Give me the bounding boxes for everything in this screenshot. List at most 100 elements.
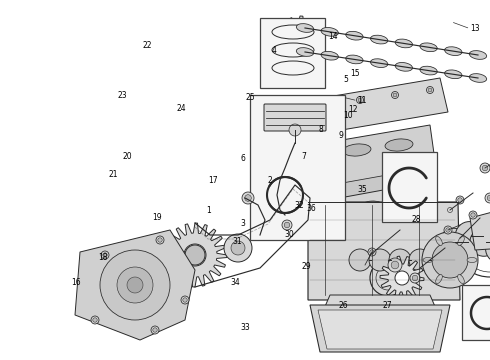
Circle shape bbox=[458, 235, 463, 240]
Circle shape bbox=[293, 31, 307, 45]
Circle shape bbox=[455, 222, 483, 249]
Circle shape bbox=[245, 195, 251, 201]
Circle shape bbox=[284, 222, 290, 228]
Circle shape bbox=[389, 249, 411, 271]
Circle shape bbox=[388, 258, 402, 272]
Circle shape bbox=[100, 250, 170, 320]
Text: 7: 7 bbox=[301, 152, 306, 161]
Circle shape bbox=[447, 207, 452, 212]
Circle shape bbox=[117, 267, 153, 303]
FancyBboxPatch shape bbox=[462, 285, 490, 340]
Polygon shape bbox=[163, 223, 227, 287]
Circle shape bbox=[429, 249, 451, 271]
Text: 1: 1 bbox=[206, 206, 211, 215]
Circle shape bbox=[471, 213, 475, 217]
Polygon shape bbox=[380, 256, 424, 300]
Ellipse shape bbox=[370, 35, 388, 44]
Text: 35: 35 bbox=[358, 185, 368, 194]
Ellipse shape bbox=[423, 257, 433, 262]
Circle shape bbox=[426, 86, 434, 94]
Text: 2: 2 bbox=[267, 176, 272, 185]
Circle shape bbox=[368, 252, 372, 257]
Polygon shape bbox=[310, 78, 448, 134]
Text: 33: 33 bbox=[240, 323, 250, 332]
Text: 32: 32 bbox=[294, 201, 304, 210]
Ellipse shape bbox=[436, 237, 442, 246]
Text: 31: 31 bbox=[233, 237, 243, 246]
Text: 18: 18 bbox=[98, 253, 107, 262]
Ellipse shape bbox=[346, 55, 363, 64]
Text: 6: 6 bbox=[240, 154, 245, 163]
Circle shape bbox=[101, 251, 109, 259]
Ellipse shape bbox=[287, 211, 309, 221]
Circle shape bbox=[185, 245, 205, 265]
Circle shape bbox=[158, 238, 162, 242]
Ellipse shape bbox=[370, 59, 388, 67]
Ellipse shape bbox=[324, 206, 346, 216]
FancyBboxPatch shape bbox=[264, 104, 326, 131]
Text: 19: 19 bbox=[152, 213, 162, 222]
Circle shape bbox=[321, 102, 328, 108]
Text: 15: 15 bbox=[350, 69, 360, 78]
FancyBboxPatch shape bbox=[260, 18, 325, 88]
Circle shape bbox=[393, 93, 397, 97]
Circle shape bbox=[422, 232, 478, 288]
Circle shape bbox=[103, 253, 107, 257]
FancyBboxPatch shape bbox=[382, 152, 437, 222]
Polygon shape bbox=[318, 310, 442, 349]
Text: 16: 16 bbox=[71, 278, 81, 287]
Text: 14: 14 bbox=[328, 32, 338, 41]
Circle shape bbox=[480, 163, 490, 173]
Circle shape bbox=[370, 250, 374, 254]
Circle shape bbox=[458, 198, 462, 202]
Text: 36: 36 bbox=[306, 204, 316, 213]
Ellipse shape bbox=[361, 201, 383, 211]
Text: 34: 34 bbox=[230, 278, 240, 287]
Circle shape bbox=[482, 165, 488, 171]
Ellipse shape bbox=[444, 47, 462, 55]
Circle shape bbox=[358, 98, 362, 102]
Text: 17: 17 bbox=[208, 176, 218, 185]
Circle shape bbox=[368, 248, 376, 256]
Circle shape bbox=[282, 220, 292, 230]
Circle shape bbox=[323, 103, 327, 107]
Text: 3: 3 bbox=[240, 220, 245, 229]
Circle shape bbox=[231, 241, 245, 255]
Circle shape bbox=[417, 266, 422, 270]
Circle shape bbox=[446, 228, 450, 232]
Circle shape bbox=[410, 273, 420, 283]
Text: 26: 26 bbox=[338, 302, 348, 310]
Ellipse shape bbox=[395, 63, 413, 71]
Text: 10: 10 bbox=[343, 111, 353, 120]
Text: 5: 5 bbox=[343, 75, 348, 84]
Circle shape bbox=[181, 296, 189, 304]
Polygon shape bbox=[280, 42, 320, 82]
Circle shape bbox=[153, 328, 157, 332]
Circle shape bbox=[412, 275, 418, 281]
Ellipse shape bbox=[444, 70, 462, 78]
Circle shape bbox=[357, 96, 364, 104]
Ellipse shape bbox=[467, 257, 477, 262]
Text: 9: 9 bbox=[338, 131, 343, 140]
FancyBboxPatch shape bbox=[250, 95, 345, 240]
Text: 20: 20 bbox=[122, 152, 132, 161]
Text: 13: 13 bbox=[470, 24, 480, 33]
Circle shape bbox=[395, 271, 409, 285]
Text: 28: 28 bbox=[412, 215, 421, 224]
Circle shape bbox=[151, 326, 159, 334]
Polygon shape bbox=[295, 125, 436, 192]
Polygon shape bbox=[75, 230, 195, 340]
Circle shape bbox=[486, 235, 490, 263]
Circle shape bbox=[156, 236, 164, 244]
Circle shape bbox=[432, 242, 468, 278]
Ellipse shape bbox=[343, 144, 371, 156]
Circle shape bbox=[184, 244, 206, 266]
Ellipse shape bbox=[321, 27, 339, 36]
Circle shape bbox=[281, 201, 299, 219]
Circle shape bbox=[294, 55, 307, 68]
Polygon shape bbox=[310, 305, 450, 352]
Circle shape bbox=[470, 228, 490, 256]
Ellipse shape bbox=[321, 51, 339, 60]
Ellipse shape bbox=[436, 275, 442, 284]
Circle shape bbox=[428, 88, 432, 92]
